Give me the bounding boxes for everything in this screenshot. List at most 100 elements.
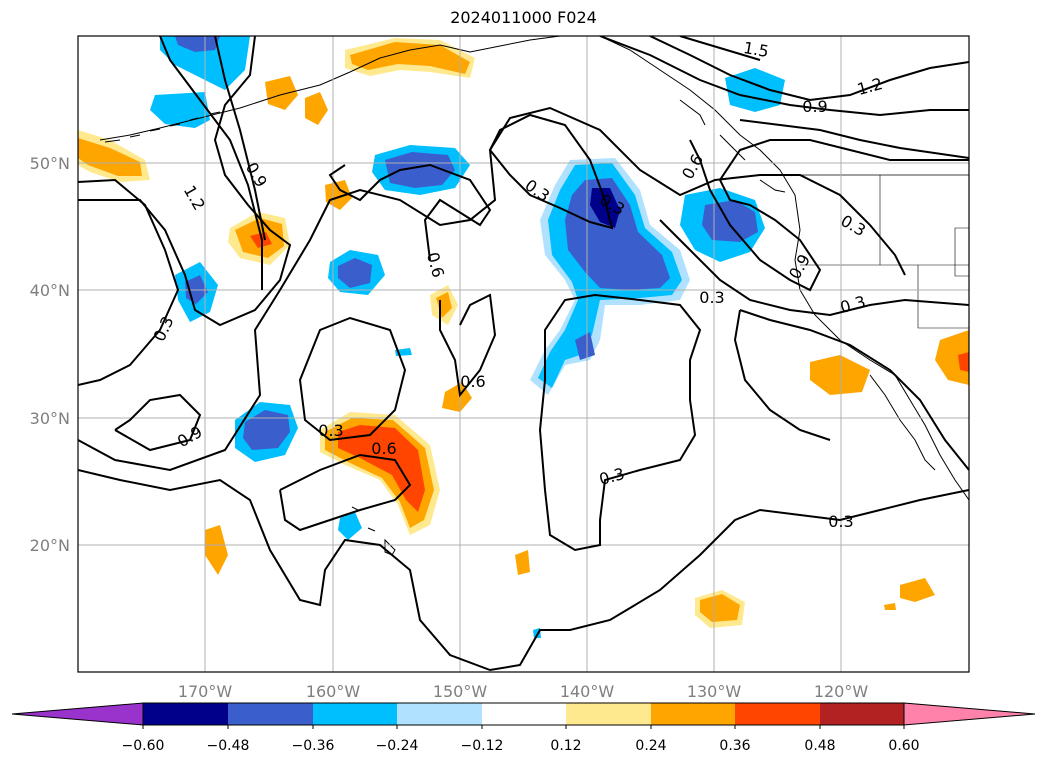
lon-label: 130°W (687, 682, 742, 701)
contour-line (689, 139, 969, 292)
anomaly-region (175, 36, 220, 52)
state-borders (800, 175, 969, 329)
bc-islands (679, 99, 786, 193)
graticule (78, 36, 969, 672)
anomaly-region (350, 42, 470, 74)
aleutian-islands (104, 111, 221, 143)
contour-line (649, 36, 969, 102)
anomaly-region (958, 352, 969, 372)
anomaly-region (810, 355, 870, 395)
anomaly-region (702, 200, 758, 242)
contour-line (279, 453, 412, 532)
latitude-labels: 20°N 30°N 40°N 50°N (30, 154, 70, 555)
contour-line (733, 309, 831, 441)
lat-label: 20°N (30, 536, 70, 555)
contour-line (439, 293, 497, 398)
contour-line (739, 119, 969, 159)
contour-line (78, 178, 180, 386)
anomaly-region (243, 410, 290, 450)
anomaly-region (700, 594, 740, 622)
colorbar-tick-label: −0.48 (207, 738, 250, 754)
anomaly-region (338, 425, 425, 512)
map-title: 2024011000 F024 (450, 8, 597, 27)
anomaly-region (338, 512, 362, 540)
north-america-west-coast (599, 36, 969, 501)
anomaly-fill-layer (78, 36, 969, 638)
colorbar-tick-label: −0.60 (122, 738, 165, 754)
colorbar-segment (143, 703, 228, 725)
colorbar-extend-low (11, 702, 144, 726)
lon-label: 160°W (306, 682, 361, 701)
colorbar-segment (313, 703, 397, 725)
colorbar-extend-high (903, 702, 1036, 726)
contour-line (214, 36, 266, 241)
contour-line (538, 293, 702, 552)
lon-label: 170°W (178, 682, 233, 701)
colorbar-tick-label: 0.36 (719, 738, 750, 754)
contour-label: 0.9 (802, 97, 827, 116)
longitude-labels: 170°W 160°W 150°W 140°W 130°W 120°W (178, 682, 869, 701)
contour-line (78, 469, 969, 672)
colorbar-frame (142, 702, 905, 726)
colorbar-tick-label: 0.12 (550, 738, 581, 754)
colorbar-tick-label: 0.24 (635, 738, 666, 754)
colorbar-tick-label: −0.36 (292, 738, 335, 754)
colorbar-segment (397, 703, 482, 725)
anomaly-region (305, 92, 328, 125)
map-frame (77, 35, 970, 673)
map-area: 1.5 1.2 0.9 0.6 0.3 0.9 1.2 0.9 0.6 0.3 … (78, 36, 969, 672)
contour-line (659, 219, 969, 317)
colorbar-segment (651, 703, 735, 725)
contour-line (679, 36, 761, 61)
colorbar-tick-labels: −0.60 −0.48 −0.36 −0.24 −0.12 0.12 0.24 … (122, 738, 920, 754)
lat-label: 50°N (30, 154, 70, 173)
anomaly-region (205, 525, 228, 575)
contour-line (114, 393, 202, 452)
anomaly-region (935, 330, 969, 385)
contour-line (159, 36, 263, 290)
colorbar-segment (482, 703, 566, 725)
contour-line (78, 106, 906, 472)
anomaly-region (338, 258, 372, 288)
colorbar-segment (820, 703, 904, 725)
contour-line (739, 309, 969, 471)
lon-label: 120°W (814, 682, 869, 701)
lat-label: 30°N (30, 409, 70, 428)
contour-line (298, 316, 407, 442)
anomaly-region (265, 76, 298, 110)
colorbar-segment (228, 703, 313, 725)
lat-label: 40°N (30, 281, 70, 300)
contour-label: 0.3 (318, 421, 343, 440)
colorbar-tick-label: 0.60 (888, 738, 919, 754)
contour-line (488, 113, 614, 230)
anomaly-region (515, 550, 530, 575)
colorbar: −0.60 −0.48 −0.36 −0.24 −0.12 0.12 0.24 … (11, 702, 1036, 754)
anomaly-region (900, 578, 935, 602)
anomaly-region (590, 188, 620, 228)
anomaly-region (575, 332, 595, 360)
anomaly-region (385, 152, 455, 188)
contour-line (328, 163, 492, 261)
contour-label: 0.3 (828, 512, 853, 531)
contour-lines (78, 36, 969, 672)
colorbar-tick-label: −0.24 (376, 738, 419, 754)
colorbar-tick-label: −0.12 (461, 738, 504, 754)
contour-label: 0.6 (371, 439, 396, 458)
baja-california (869, 374, 936, 471)
colorbar-ticks (142, 725, 905, 729)
lon-label: 140°W (560, 682, 615, 701)
anomaly-region (78, 138, 142, 176)
colorbar-segment (566, 703, 651, 725)
anomaly-region (325, 180, 352, 210)
lon-label: 150°W (433, 682, 488, 701)
contour-line (78, 36, 292, 327)
contour-label: 0.3 (699, 288, 724, 307)
contour-label: 1.5 (742, 38, 770, 61)
colorbar-tick-label: 0.48 (804, 738, 835, 754)
colorbar-segment (735, 703, 820, 725)
anomaly-region (436, 292, 452, 318)
coastline-layer (99, 36, 969, 556)
contour-line (599, 36, 969, 117)
alaska-coastline (99, 36, 561, 141)
